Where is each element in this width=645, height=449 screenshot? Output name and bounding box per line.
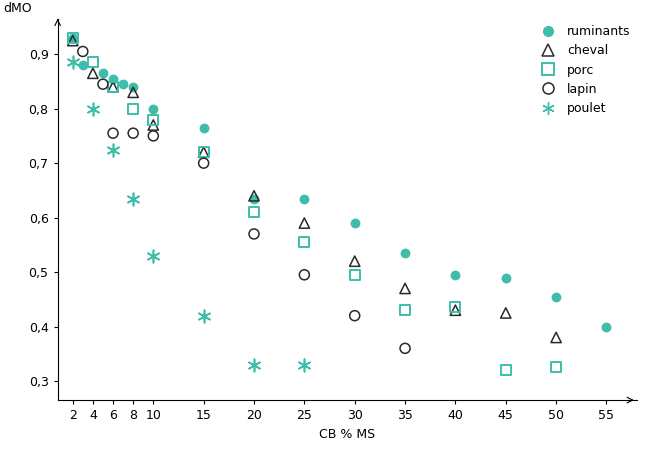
- Point: [148, 252, 159, 260]
- Point: [108, 75, 118, 82]
- Point: [199, 312, 209, 319]
- Point: [199, 149, 209, 156]
- Point: [249, 209, 259, 216]
- Point: [68, 34, 78, 41]
- Point: [128, 105, 138, 112]
- Point: [108, 83, 118, 90]
- Point: [148, 116, 159, 123]
- Point: [199, 124, 209, 131]
- Point: [249, 195, 259, 202]
- X-axis label: CB % MS: CB % MS: [319, 427, 375, 440]
- Point: [350, 271, 360, 278]
- Point: [450, 271, 461, 278]
- Legend: ruminants, cheval, porc, lapin, poulet: ruminants, cheval, porc, lapin, poulet: [535, 25, 630, 115]
- Point: [551, 334, 561, 341]
- Point: [400, 250, 410, 257]
- Point: [128, 83, 138, 90]
- Point: [501, 274, 511, 281]
- Point: [88, 105, 98, 112]
- Point: [148, 121, 159, 128]
- Point: [128, 130, 138, 137]
- Point: [299, 361, 310, 368]
- Point: [68, 37, 78, 44]
- Point: [601, 323, 611, 330]
- Point: [88, 70, 98, 77]
- Point: [108, 146, 118, 153]
- Point: [68, 59, 78, 66]
- Point: [77, 48, 88, 55]
- Point: [148, 105, 159, 112]
- Point: [77, 62, 88, 69]
- Point: [249, 361, 259, 368]
- Point: [108, 83, 118, 90]
- Point: [299, 220, 310, 227]
- Point: [400, 345, 410, 352]
- Point: [68, 34, 78, 41]
- Point: [450, 304, 461, 311]
- Point: [551, 364, 561, 371]
- Point: [128, 195, 138, 202]
- Point: [299, 195, 310, 202]
- Point: [551, 293, 561, 300]
- Point: [199, 149, 209, 156]
- Point: [128, 89, 138, 96]
- Point: [118, 80, 128, 88]
- Point: [88, 59, 98, 66]
- Point: [350, 258, 360, 265]
- Point: [299, 271, 310, 278]
- Point: [249, 230, 259, 238]
- Point: [98, 80, 108, 88]
- Point: [98, 70, 108, 77]
- Point: [501, 366, 511, 374]
- Point: [249, 192, 259, 199]
- Y-axis label: dMO: dMO: [3, 2, 32, 15]
- Point: [400, 307, 410, 314]
- Point: [501, 309, 511, 317]
- Point: [350, 220, 360, 227]
- Point: [450, 307, 461, 314]
- Point: [148, 132, 159, 140]
- Point: [350, 312, 360, 319]
- Point: [400, 285, 410, 292]
- Point: [108, 130, 118, 137]
- Point: [299, 238, 310, 246]
- Point: [199, 159, 209, 167]
